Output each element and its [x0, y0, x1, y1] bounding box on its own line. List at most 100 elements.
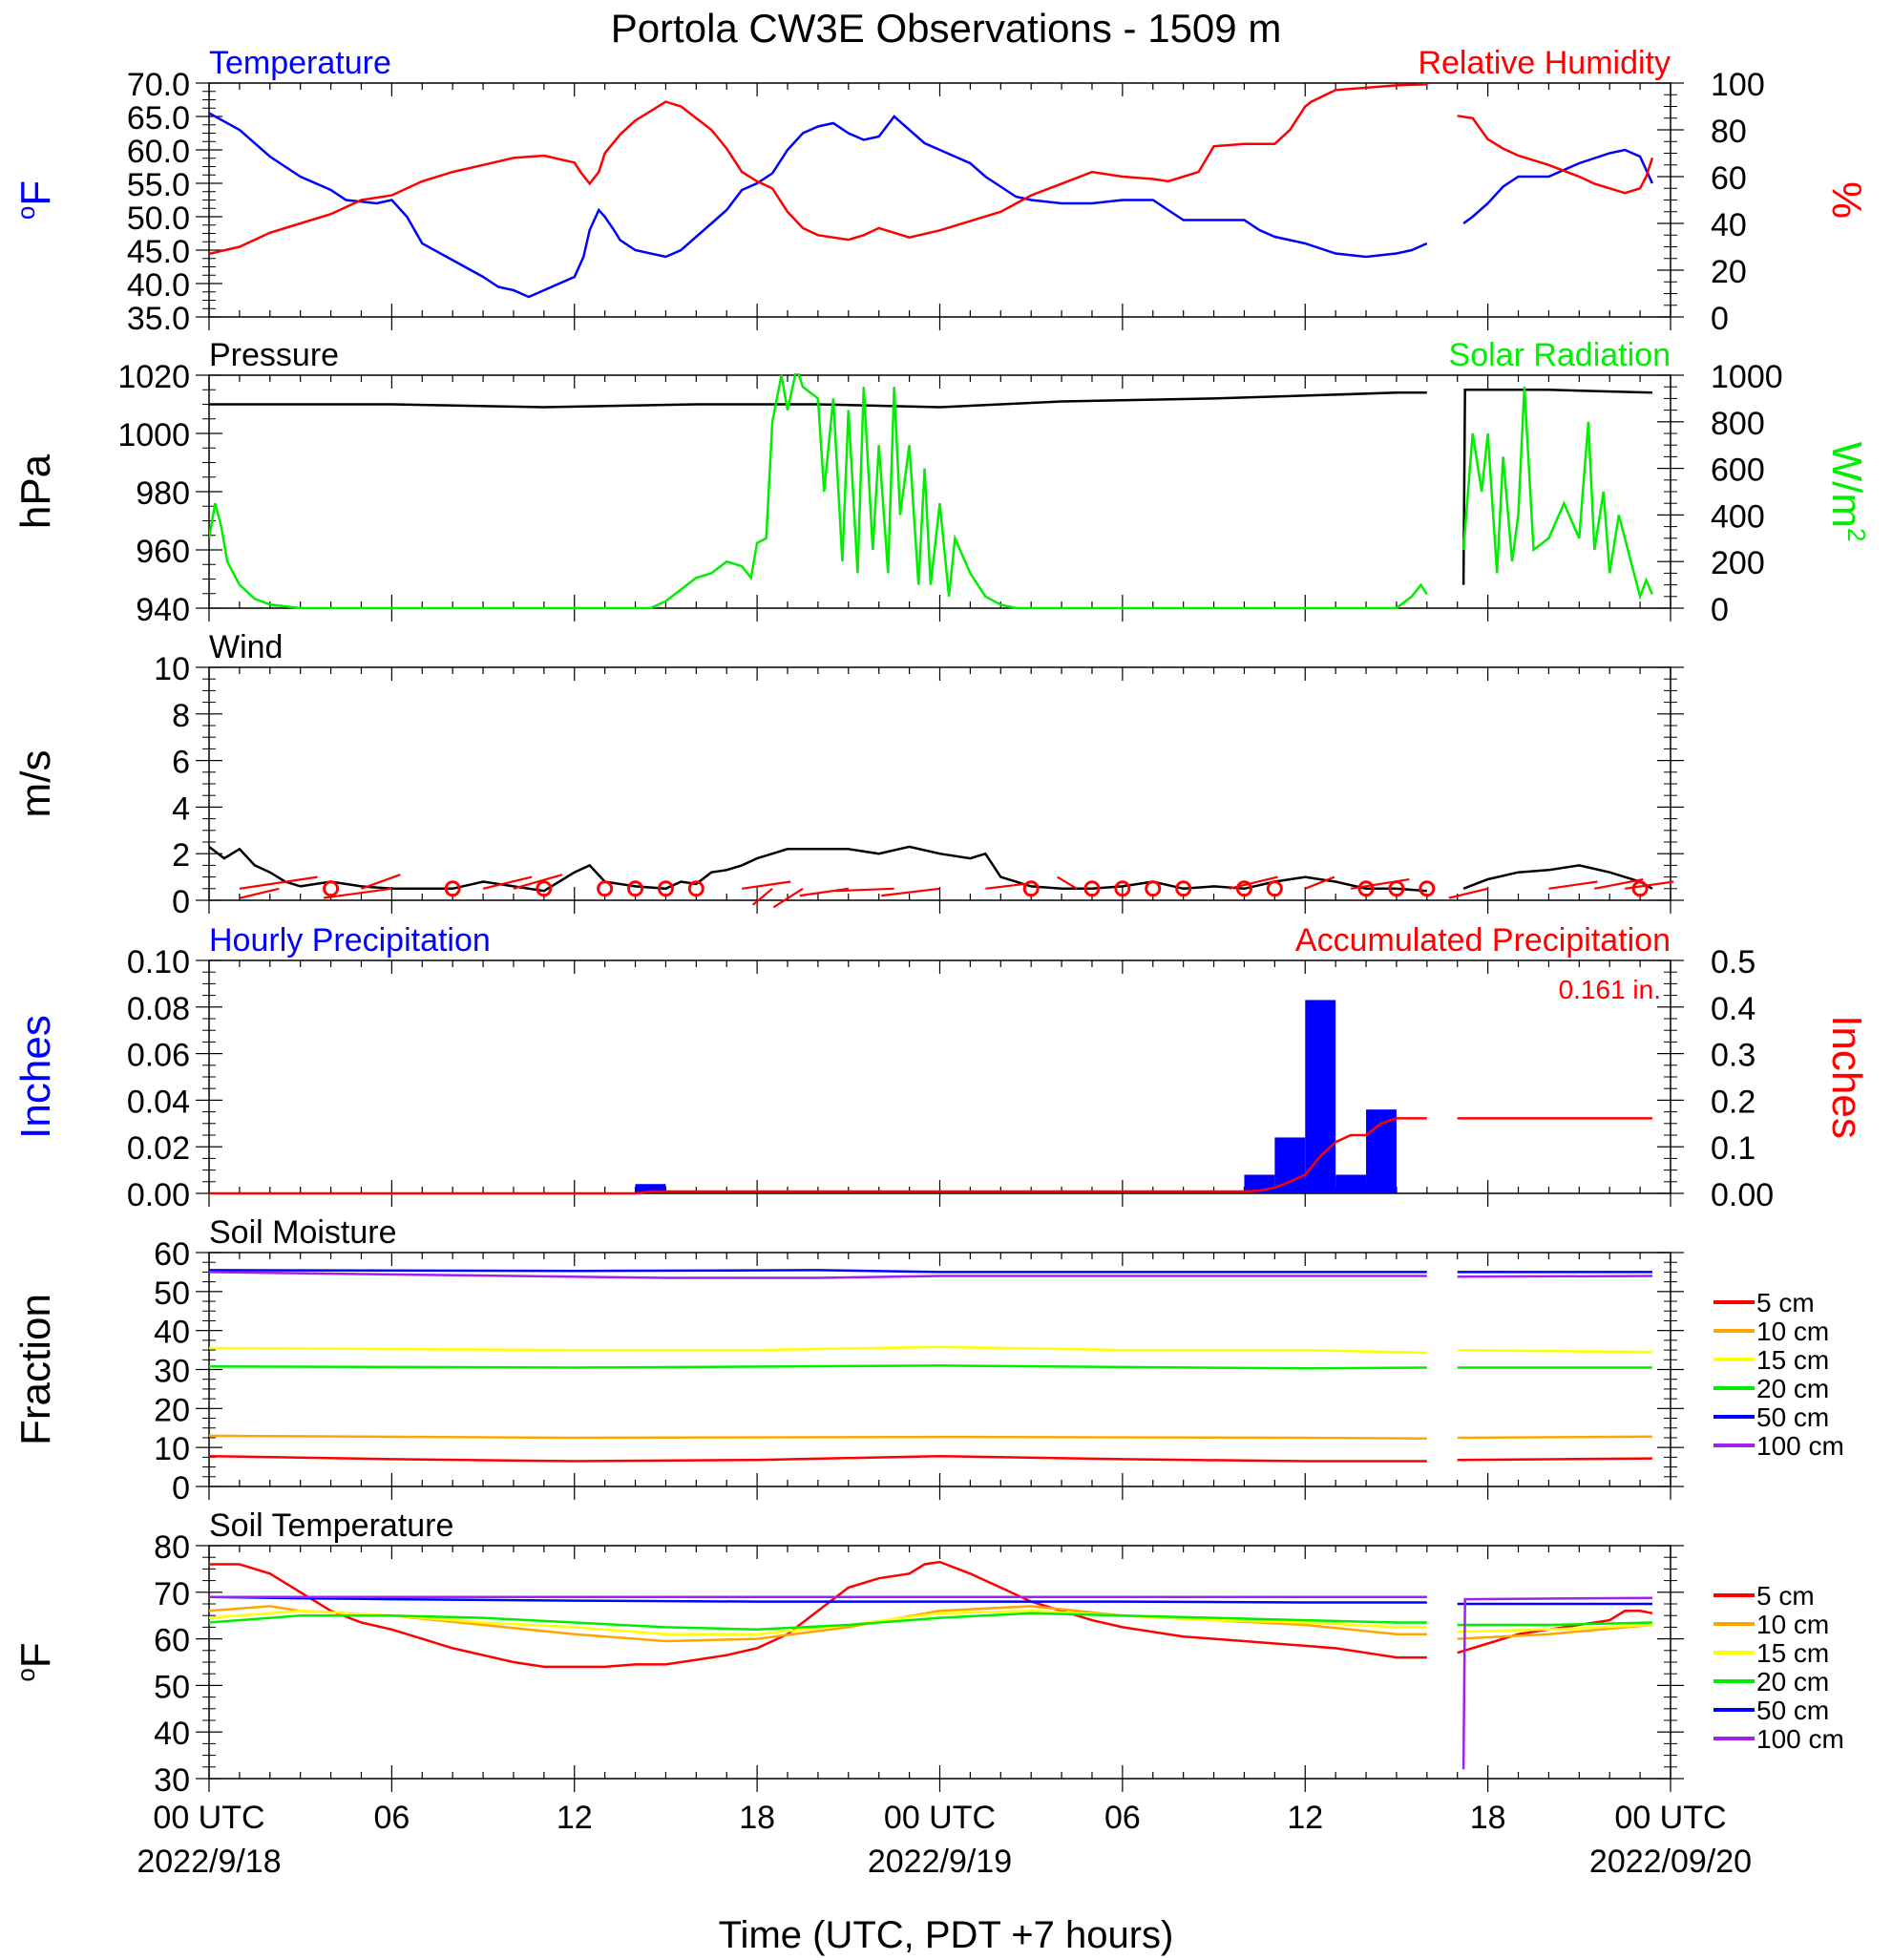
y-tick-label-left: 0.00: [127, 1177, 190, 1213]
y-tick-label-left: 55.0: [127, 167, 190, 203]
calm-wind-circle: [1114, 880, 1131, 897]
x-tick-label: 06: [373, 1800, 410, 1836]
y-tick-label-left: 70: [154, 1576, 190, 1612]
series-line-5-cm: [209, 1560, 1427, 1669]
x-tick-label: 00 UTC: [153, 1800, 264, 1836]
series-line-10-cm: [1457, 1623, 1653, 1640]
y-tick-label-right: 80: [1711, 114, 1747, 150]
calm-wind-circle: [1235, 880, 1252, 897]
y-tick-label-left: 0.06: [127, 1038, 190, 1074]
calm-wind-circle: [1419, 880, 1436, 897]
x-tick-label: 00 UTC: [884, 1800, 996, 1836]
series-line-solar-radiation: [209, 373, 1428, 610]
series-line-15-cm: [209, 1345, 1427, 1355]
x-tick-date: 2022/09/20: [1589, 1844, 1752, 1880]
wind-barb: [772, 887, 804, 909]
x-tick-label: 12: [557, 1800, 593, 1836]
y-tick-label-left: 60.0: [127, 134, 190, 170]
y-tick-label-left: 40: [154, 1315, 190, 1351]
y-tick-label-left: 0: [172, 1470, 190, 1507]
x-tick-date: 2022/9/18: [137, 1844, 281, 1880]
wind-barb: [513, 874, 563, 890]
series-line-50-cm: [209, 1269, 1427, 1274]
panel-1: 940 960 980 1000 1020 0 200 400 600 800 1000 Pressu…: [12, 337, 1871, 628]
legend-label: 20 cm: [1756, 1374, 1829, 1403]
panel-frame: [208, 1545, 1671, 1780]
y-tick-label-right: 0.5: [1711, 944, 1755, 980]
panel-title-right: Solar Radiation: [1449, 337, 1671, 373]
y-tick-label-right: 400: [1711, 498, 1765, 535]
legend-label: 5 cm: [1756, 1288, 1815, 1317]
wind-barb: [835, 887, 894, 893]
y-tick-label-left: 2: [172, 837, 190, 874]
y-tick-label-right: 20: [1711, 254, 1747, 290]
precip-bar: [1305, 1000, 1336, 1193]
legend-label: 10 cm: [1756, 1610, 1829, 1639]
y-tick-label-left: 10: [154, 1431, 190, 1467]
y-tick-label-left: 4: [172, 790, 190, 827]
y-tick-label-left: 0.02: [127, 1130, 190, 1167]
y-tick-label-left: 0.08: [127, 991, 190, 1027]
y-tick-label-left: 40: [154, 1716, 190, 1752]
series-line-5-cm: [1457, 1457, 1652, 1462]
series-line-15-cm: [1457, 1348, 1652, 1354]
series-line-50-cm: [209, 1595, 1427, 1604]
y-tick-label-right: 0: [1711, 301, 1729, 337]
calm-wind-circle: [597, 880, 614, 897]
wind-barb: [1594, 877, 1644, 890]
series-line-100-cm: [1461, 1596, 1652, 1770]
y-tick-label-left: 1020: [117, 359, 190, 395]
y-tick-label-right: 1000: [1711, 359, 1783, 395]
panel-frame: [208, 666, 1671, 901]
y-tick-label-left: 35.0: [127, 301, 190, 337]
x-tick-label: 06: [1104, 1800, 1141, 1836]
y-tick-label-left: 50: [154, 1669, 190, 1705]
y-tick-label-right: 100: [1711, 67, 1765, 103]
y-tick-label-left: 980: [136, 475, 190, 512]
wind-barb: [751, 887, 773, 906]
panel-title-right: Relative Humidity: [1418, 45, 1671, 81]
y-axis-label-left: oF: [11, 180, 59, 220]
y-tick-label-left: 960: [136, 534, 190, 570]
y-tick-label-left: 0.04: [127, 1084, 190, 1120]
y-axis-label-right: W/m2: [1823, 442, 1871, 542]
panel-frame: [208, 1252, 1671, 1487]
calm-wind-circle: [657, 880, 674, 897]
y-axis-label-right: %: [1823, 181, 1870, 219]
series-line-wind-speed: [1462, 864, 1653, 890]
y-tick-label-right: 200: [1711, 545, 1765, 581]
y-tick-label-left: 45.0: [127, 234, 190, 270]
legend-label: 10 cm: [1756, 1317, 1829, 1346]
calm-wind-circle: [1357, 880, 1375, 897]
series-line-pressure: [209, 391, 1427, 409]
panel-0: 35.040.045.050.055.060.065.070.0 0 20 40 60 8…: [11, 45, 1870, 337]
y-tick-label-left: 50: [154, 1275, 190, 1312]
wind-barb: [1057, 875, 1078, 890]
calm-wind-circle: [1175, 880, 1192, 897]
calm-wind-circle: [444, 880, 461, 897]
series-line-solar-radiation: [1461, 387, 1654, 601]
legend-label: 5 cm: [1756, 1581, 1815, 1611]
x-axis-label: Time (UTC, PDT +7 hours): [719, 1914, 1174, 1956]
wind-barb: [985, 882, 1025, 890]
y-tick-label-left: 30: [154, 1354, 190, 1390]
y-tick-label-left: 10: [154, 651, 190, 687]
x-tick-label: 18: [739, 1800, 775, 1836]
precip-bar: [1366, 1109, 1397, 1193]
y-tick-label-left: 65.0: [127, 100, 190, 137]
y-tick-label-left: 50.0: [127, 200, 190, 237]
wind-barb: [1548, 880, 1598, 890]
panels: 35.040.045.050.055.060.065.070.002040608…: [11, 45, 1871, 1799]
wind-barb: [742, 880, 791, 890]
y-tick-label-left: 30: [154, 1762, 190, 1799]
y-axis-label-left: oF: [11, 1642, 59, 1681]
x-tick-label: 00 UTC: [1614, 1800, 1726, 1836]
panel-title-left: Pressure: [209, 337, 339, 373]
y-tick-label-right: 60: [1711, 160, 1747, 197]
calm-wind-circle: [1388, 880, 1405, 897]
y-tick-label-right: 0: [1711, 592, 1729, 628]
calm-wind-circle: [1631, 880, 1649, 897]
y-tick-label-left: 60: [154, 1236, 190, 1273]
panel-2: 0 2 4 6 8 10 Wind m/s: [12, 629, 1684, 920]
